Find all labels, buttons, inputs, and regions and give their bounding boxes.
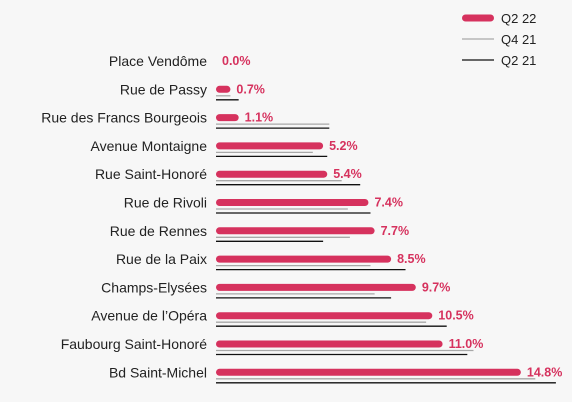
data-label: 11.0% bbox=[449, 337, 484, 351]
category-label: Rue des Francs Bourgeois bbox=[41, 110, 207, 126]
category-label: Faubourg Saint-Honoré bbox=[61, 336, 208, 352]
category-label: Rue Saint-Honoré bbox=[95, 166, 207, 182]
data-label: 14.8% bbox=[527, 365, 562, 379]
bar-q2-22 bbox=[216, 199, 369, 206]
bar-q2-22 bbox=[216, 227, 375, 235]
data-label: 7.4% bbox=[374, 196, 403, 210]
category-label: Champs-Elysées bbox=[101, 279, 207, 295]
data-label: 0.7% bbox=[236, 82, 264, 96]
category-label: Avenue de l’Opéra bbox=[91, 308, 207, 324]
legend-swatch-q2-22 bbox=[462, 14, 494, 22]
data-label: 8.5% bbox=[397, 252, 426, 266]
category-label: Place Vendôme bbox=[109, 53, 207, 69]
category-label: Rue de Passy bbox=[120, 81, 207, 97]
data-label: 9.7% bbox=[422, 280, 451, 294]
data-label: 5.4% bbox=[333, 167, 362, 181]
bar-q2-22 bbox=[216, 114, 239, 122]
bar-q2-22 bbox=[216, 85, 231, 93]
category-label: Rue de Rennes bbox=[110, 223, 207, 239]
bar-q2-22 bbox=[216, 142, 324, 150]
bar-q2-22 bbox=[216, 255, 392, 263]
data-label: 0.0% bbox=[222, 54, 251, 68]
category-label: Avenue Montaigne bbox=[91, 138, 208, 154]
data-label: 5.2% bbox=[329, 139, 358, 153]
legend: Q2 22 Q4 21 Q2 21 bbox=[462, 11, 536, 68]
category-label: Bd Saint-Michel bbox=[109, 364, 207, 380]
bar-q2-22 bbox=[216, 312, 433, 320]
legend-label: Q2 22 bbox=[501, 11, 536, 26]
category-labels: Place Vendôme Rue de Passy Rue des Francs … bbox=[41, 53, 207, 380]
bars: 0.0% 0.7% 1.1% 5.2% 5.4% 7.4% 7.7% 8.5% 9.7% 10.5… bbox=[216, 54, 562, 384]
data-label: 10.5% bbox=[438, 309, 473, 323]
legend-label: Q2 21 bbox=[501, 53, 536, 68]
bar-q2-22 bbox=[216, 170, 328, 178]
category-label: Rue de Rivoli bbox=[124, 195, 207, 211]
bar-q2-22 bbox=[216, 340, 443, 348]
bar-q2-22 bbox=[216, 368, 521, 376]
category-label: Rue de la Paix bbox=[116, 251, 207, 267]
bar-q2-22 bbox=[216, 283, 416, 291]
data-label: 7.7% bbox=[381, 224, 410, 238]
legend-label: Q4 21 bbox=[501, 32, 536, 47]
data-label: 1.1% bbox=[245, 111, 274, 125]
